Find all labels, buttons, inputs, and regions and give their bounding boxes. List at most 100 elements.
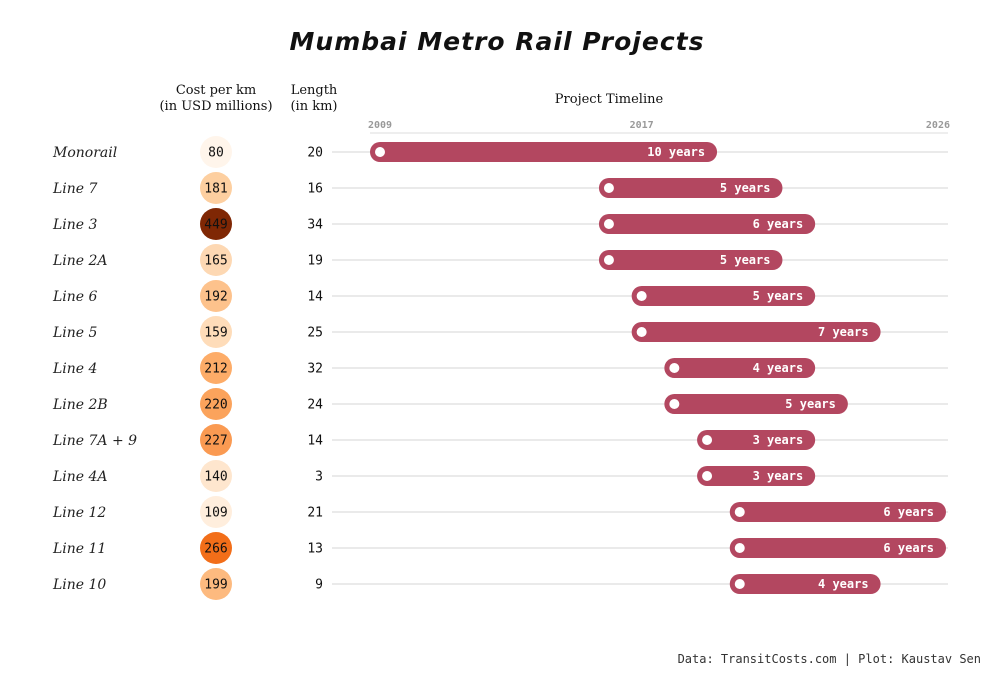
cost-circle bbox=[200, 316, 232, 348]
duration-label: 10 years bbox=[647, 145, 705, 159]
start-marker bbox=[734, 507, 745, 517]
row-label: Line 4A bbox=[52, 469, 108, 485]
cost-value: 109 bbox=[204, 506, 227, 521]
row-label: Line 5 bbox=[52, 325, 98, 341]
timeline-bar bbox=[370, 142, 718, 162]
duration-label: 3 years bbox=[753, 469, 804, 483]
row-label: Line 10 bbox=[52, 577, 106, 593]
cost-circle bbox=[200, 208, 232, 240]
length-value: 32 bbox=[307, 362, 323, 377]
start-marker bbox=[636, 327, 647, 337]
start-marker bbox=[603, 255, 614, 265]
length-value: 3 bbox=[315, 470, 323, 485]
cost-circle bbox=[200, 460, 232, 492]
duration-label: 4 years bbox=[818, 577, 869, 591]
length-value: 16 bbox=[307, 182, 323, 197]
length-value: 24 bbox=[307, 398, 323, 413]
start-marker bbox=[734, 543, 745, 553]
timeline-header: Project Timeline bbox=[555, 92, 664, 107]
cost-circle bbox=[200, 172, 232, 204]
duration-label: 6 years bbox=[753, 217, 804, 231]
cost-value: 140 bbox=[204, 470, 227, 485]
length-value: 13 bbox=[307, 542, 323, 557]
start-marker bbox=[669, 363, 680, 373]
cost-value: 220 bbox=[204, 398, 227, 413]
duration-label: 6 years bbox=[883, 541, 934, 555]
year-tick-label: 2009 bbox=[368, 120, 392, 131]
year-tick-label: 2017 bbox=[630, 120, 654, 131]
cost-circle bbox=[200, 568, 232, 600]
cost-header-line1: Cost per km bbox=[176, 83, 256, 98]
timeline-bar bbox=[729, 538, 946, 558]
cost-value: 192 bbox=[204, 290, 227, 305]
row-label: Line 7A + 9 bbox=[52, 433, 137, 449]
timeline-bar bbox=[729, 502, 946, 522]
length-value: 14 bbox=[307, 434, 323, 449]
length-value: 25 bbox=[307, 326, 323, 341]
start-marker bbox=[375, 147, 385, 157]
row-label: Line 6 bbox=[52, 289, 98, 305]
timeline-bar bbox=[664, 394, 848, 414]
row-label: Line 12 bbox=[52, 505, 106, 521]
start-marker bbox=[603, 219, 614, 229]
timeline-bar bbox=[664, 358, 816, 378]
duration-label: 5 years bbox=[785, 397, 836, 411]
start-marker bbox=[603, 183, 614, 193]
length-value: 34 bbox=[307, 218, 323, 233]
row-label: Line 7 bbox=[52, 181, 98, 197]
chart-title: Mumbai Metro Rail Projects bbox=[290, 27, 705, 56]
cost-value: 449 bbox=[204, 218, 227, 233]
cost-circle bbox=[200, 352, 232, 384]
duration-label: 7 years bbox=[818, 325, 869, 339]
cost-value: 80 bbox=[208, 146, 224, 161]
row-label: Line 2B bbox=[52, 397, 108, 413]
length-header-line1: Length bbox=[291, 83, 338, 98]
cost-circle bbox=[200, 388, 232, 420]
timeline-axis: 2009 2017 2026 bbox=[368, 120, 950, 134]
row-label: Monorail bbox=[52, 145, 117, 161]
start-marker bbox=[702, 471, 713, 481]
duration-label: 5 years bbox=[720, 253, 771, 267]
cost-value: 181 bbox=[204, 182, 227, 197]
cost-value: 227 bbox=[204, 434, 227, 449]
row-label: Line 11 bbox=[52, 541, 106, 557]
timeline-bar bbox=[631, 286, 816, 306]
length-value: 19 bbox=[307, 254, 323, 269]
cost-value: 199 bbox=[204, 578, 227, 593]
length-value: 14 bbox=[307, 290, 323, 305]
cost-value: 159 bbox=[204, 326, 227, 341]
cost-value: 266 bbox=[204, 542, 227, 557]
cost-value: 165 bbox=[204, 254, 227, 269]
timeline-bar bbox=[598, 250, 783, 270]
cost-circle bbox=[200, 280, 232, 312]
start-marker bbox=[734, 579, 745, 589]
cost-circle bbox=[200, 532, 232, 564]
duration-label: 3 years bbox=[753, 433, 804, 447]
timeline-bar bbox=[631, 322, 881, 342]
timeline-bar bbox=[697, 466, 816, 486]
duration-label: 6 years bbox=[883, 505, 934, 519]
start-marker bbox=[669, 399, 680, 409]
timeline-bar bbox=[697, 430, 816, 450]
start-marker bbox=[702, 435, 713, 445]
cost-header-line2: (in USD millions) bbox=[159, 99, 272, 114]
length-value: 21 bbox=[307, 506, 323, 521]
length-value: 20 bbox=[307, 146, 323, 161]
timeline-bar bbox=[598, 178, 783, 198]
year-tick-label: 2026 bbox=[926, 120, 950, 131]
cost-circle bbox=[200, 424, 232, 456]
cost-circle bbox=[200, 244, 232, 276]
timeline-bar bbox=[729, 574, 881, 594]
row-label: Line 2A bbox=[52, 253, 108, 269]
length-value: 9 bbox=[315, 578, 323, 593]
row-label: Line 3 bbox=[52, 217, 98, 233]
duration-label: 4 years bbox=[753, 361, 804, 375]
footer-credit: Data: TransitCosts.com | Plot: Kaustav S… bbox=[678, 652, 981, 666]
timeline-bar bbox=[598, 214, 816, 234]
row-label: Line 4 bbox=[52, 361, 97, 377]
start-marker bbox=[636, 291, 647, 301]
duration-label: 5 years bbox=[753, 289, 804, 303]
duration-label: 5 years bbox=[720, 181, 771, 195]
cost-value: 212 bbox=[204, 362, 227, 377]
